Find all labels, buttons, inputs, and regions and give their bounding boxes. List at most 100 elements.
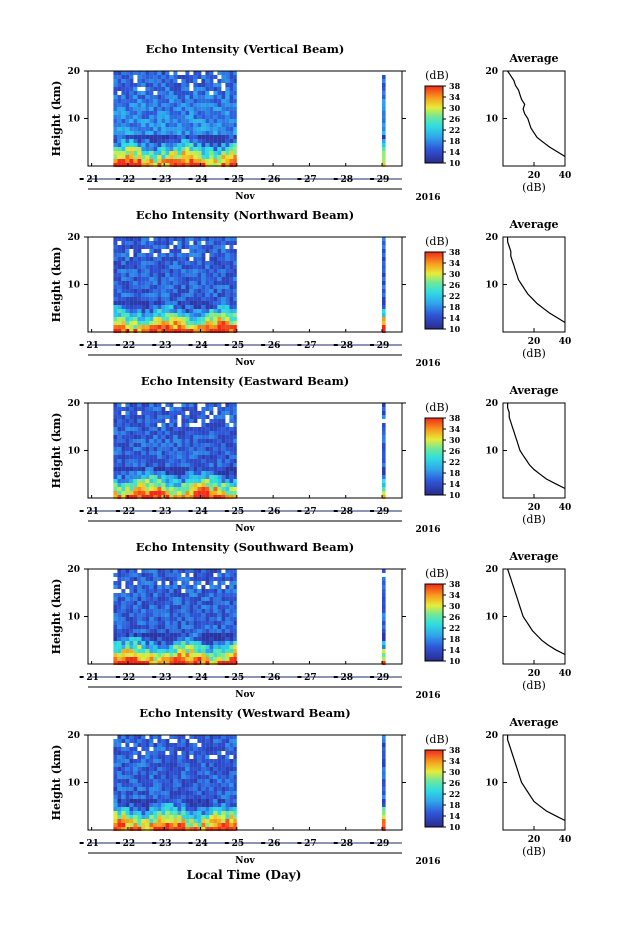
heatmap-cell: [125, 71, 130, 75]
heatmap-cell: [169, 253, 174, 257]
heatmap-cell: [153, 427, 158, 431]
heatmap-cell: [117, 151, 122, 155]
heatmap-cell: [129, 87, 134, 91]
heatmap-cell: [181, 115, 186, 119]
heatmap-cell: [177, 661, 182, 665]
heatmap-cell: [225, 621, 230, 625]
heatmap-cell: [129, 317, 134, 321]
heatmap-cell: [213, 819, 218, 823]
heatmap-cell: [177, 439, 182, 443]
heatmap-cell: [117, 597, 122, 601]
heatmap-cell: [145, 411, 150, 415]
heatmap-cell: [117, 269, 122, 273]
heatmap-cell: [129, 325, 134, 329]
heatmap-cell: [205, 305, 210, 309]
heatmap-cell: [129, 807, 134, 811]
heatmap-cell: [161, 151, 166, 155]
heatmap-cell: [117, 103, 122, 107]
heatmap-cell: [213, 419, 218, 423]
heatmap-cell: [125, 415, 130, 419]
heatmap-cell: [382, 759, 386, 763]
heatmap-cell: [213, 305, 218, 309]
heatmap-cell: [149, 823, 154, 827]
heatmap-cell: [189, 163, 194, 167]
heatmap-cell: [197, 747, 202, 751]
heatmap-cell: [125, 443, 130, 447]
heatmap-cell: [233, 657, 237, 661]
heatmap-cell: [382, 803, 386, 807]
heatmap-cell: [213, 163, 218, 167]
heatmap-cell: [117, 257, 122, 261]
heatmap-cell: [177, 459, 182, 463]
heatmap-cell: [217, 415, 222, 419]
heatmap-cell: [145, 261, 150, 265]
heatmap-cell: [113, 407, 118, 411]
heatmap-cell: [157, 237, 162, 241]
heatmap-cell: [382, 285, 386, 289]
heatmap-cell: [149, 467, 154, 471]
heatmap-cell: [173, 819, 178, 823]
heatmap-cell: [153, 649, 158, 653]
day-tick-label: 26: [268, 507, 281, 517]
heatmap-cell: [137, 633, 142, 637]
heatmap-cell: [125, 79, 130, 83]
heatmap-cell: [161, 419, 166, 423]
heatmap-cell: [117, 613, 122, 617]
heatmap-cell: [193, 127, 198, 131]
heatmap-cell: [173, 83, 178, 87]
heatmap-cell: [141, 479, 146, 483]
heatmap-cell: [137, 783, 142, 787]
heatmap-cell: [193, 771, 198, 775]
heatmap-cell: [113, 649, 118, 653]
heatmap-cell: [382, 423, 386, 427]
heatmap-cell: [149, 155, 154, 159]
heatmap-cell: [193, 605, 198, 609]
heatmap-cell: [205, 403, 210, 407]
heatmap-cell: [209, 767, 214, 771]
heatmap-cell: [193, 131, 198, 135]
heatmap-cell: [221, 641, 226, 645]
heatmap-cell: [177, 285, 182, 289]
heatmap-cell: [145, 111, 150, 115]
heatmap-cell: [145, 569, 150, 573]
heatmap-cell: [149, 423, 154, 427]
heatmap-cell: [137, 305, 142, 309]
heatmap-cell: [113, 123, 118, 127]
heatmap-cell: [113, 799, 118, 803]
heatmap-cell: [205, 435, 210, 439]
heatmap-cell: [165, 637, 170, 641]
heatmap-cell: [181, 637, 186, 641]
heatmap-cell: [169, 589, 174, 593]
heatmap-cell: [173, 827, 178, 831]
heatmap-cell: [165, 795, 170, 799]
heatmap-cell: [209, 581, 214, 585]
heatmap-cell: [173, 637, 178, 641]
heatmap-cell: [157, 91, 162, 95]
day-tick-label: 23: [159, 673, 172, 683]
heatmap-cell: [201, 419, 206, 423]
heatmap-cell: [145, 329, 150, 333]
heatmap-cell: [209, 629, 214, 633]
heatmap-cell: [149, 309, 154, 313]
heatmap-cell: [382, 321, 386, 325]
average-y-tick-label: 10: [485, 281, 498, 291]
heatmap-cell: [193, 601, 198, 605]
heatmap-cell: [129, 305, 134, 309]
heatmap-cell: [185, 479, 190, 483]
heatmap-cell: [181, 305, 186, 309]
heatmap-cell: [161, 261, 166, 265]
heatmap-cell: [165, 155, 170, 159]
heatmap-cell: [149, 759, 154, 763]
heatmap-cell: [185, 759, 190, 763]
heatmap-cell: [221, 151, 226, 155]
heatmap-cell: [229, 471, 234, 475]
heatmap-cell: [181, 475, 186, 479]
heatmap-cell: [153, 735, 158, 739]
heatmap-cell: [117, 147, 122, 151]
heatmap-cell: [197, 803, 202, 807]
heatmap-cell: [197, 487, 202, 491]
heatmap-cell: [177, 269, 182, 273]
heatmap-cell: [145, 301, 150, 305]
heatmap-cell: [169, 775, 174, 779]
